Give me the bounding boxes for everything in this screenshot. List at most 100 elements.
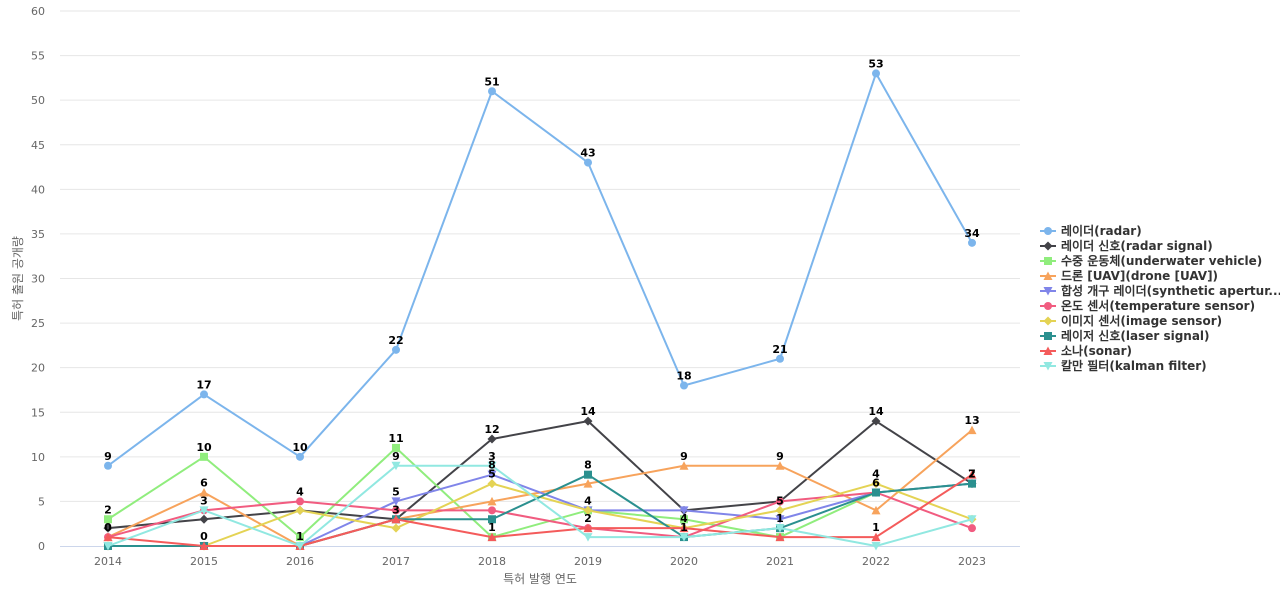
data-point[interactable]	[296, 533, 304, 542]
y-tick-label: 40	[31, 183, 45, 196]
data-point[interactable]	[967, 515, 977, 524]
data-point[interactable]	[968, 524, 976, 533]
legend-marker[interactable]	[1043, 287, 1053, 296]
data-point[interactable]	[872, 69, 880, 78]
data-point[interactable]	[776, 497, 784, 506]
data-point[interactable]	[391, 523, 401, 533]
data-point[interactable]	[775, 505, 785, 515]
data-point[interactable]	[872, 488, 880, 497]
data-label: 0	[200, 530, 208, 543]
legend-item[interactable]: 이미지 센서(image sensor)	[1040, 313, 1222, 328]
data-point[interactable]	[775, 524, 785, 533]
data-point[interactable]	[775, 515, 785, 524]
legend-item[interactable]: 합성 개구 레이더(synthetic apertur...	[1040, 283, 1280, 298]
legend-item[interactable]: 소나(sonar)	[1040, 343, 1132, 358]
legend-marker[interactable]	[1043, 346, 1053, 356]
data-point[interactable]	[488, 506, 496, 515]
data-point[interactable]	[392, 345, 400, 354]
data-point[interactable]	[871, 532, 881, 542]
data-point[interactable]	[103, 542, 113, 551]
data-point[interactable]	[392, 443, 400, 452]
data-point[interactable]	[680, 515, 688, 524]
data-point[interactable]	[296, 497, 304, 506]
data-point[interactable]	[583, 416, 593, 426]
data-label: 1	[680, 521, 688, 534]
legend-label: 레이더(radar)	[1061, 223, 1142, 238]
data-point[interactable]	[391, 497, 401, 506]
legend[interactable]: 레이더(radar)레이더 신호(radar signal)수중 운동체(und…	[1040, 223, 1280, 373]
data-point[interactable]	[488, 515, 496, 524]
data-point[interactable]	[199, 541, 209, 551]
data-point[interactable]	[104, 515, 112, 524]
data-point[interactable]	[679, 461, 689, 470]
data-point[interactable]	[967, 425, 977, 435]
y-tick-label: 60	[31, 5, 45, 18]
data-point[interactable]	[680, 381, 688, 390]
data-point[interactable]	[392, 506, 400, 515]
data-point[interactable]	[487, 532, 497, 542]
data-point[interactable]	[103, 532, 113, 542]
data-point[interactable]	[487, 470, 497, 480]
data-point[interactable]	[103, 523, 113, 533]
legend-label: 레이저 신호(laser signal)	[1061, 328, 1210, 343]
data-point[interactable]	[200, 452, 208, 461]
legend-marker[interactable]	[1043, 241, 1053, 251]
data-point[interactable]	[679, 506, 689, 515]
legend-item[interactable]: 칼만 필터(kalman filter)	[1040, 358, 1207, 373]
data-point[interactable]	[775, 461, 785, 470]
data-point[interactable]	[487, 461, 497, 471]
data-label: 17	[196, 378, 211, 391]
data-point[interactable]	[199, 506, 209, 515]
data-point[interactable]	[104, 461, 112, 470]
data-point[interactable]	[967, 470, 977, 479]
y-axis-title: 특허 출원 공개량	[11, 236, 25, 321]
data-point[interactable]	[584, 158, 592, 167]
legend-marker[interactable]	[1044, 257, 1052, 265]
data-point[interactable]	[487, 479, 497, 489]
legend-marker[interactable]	[1043, 362, 1053, 371]
data-point[interactable]	[968, 238, 976, 247]
legend-marker[interactable]	[1044, 302, 1052, 310]
legend-marker[interactable]	[1043, 316, 1053, 326]
data-point[interactable]	[487, 496, 497, 506]
data-label: 9	[104, 450, 112, 463]
data-point[interactable]	[871, 542, 881, 551]
legend-item[interactable]: 레이더 신호(radar signal)	[1040, 238, 1213, 253]
data-point[interactable]	[487, 434, 497, 444]
data-point[interactable]	[200, 390, 208, 399]
data-point[interactable]	[583, 479, 593, 488]
data-point[interactable]	[488, 87, 496, 96]
data-point[interactable]	[583, 505, 593, 515]
data-point[interactable]	[295, 542, 305, 551]
data-label: 43	[580, 147, 595, 160]
data-point[interactable]	[871, 479, 881, 489]
data-point[interactable]	[295, 505, 305, 515]
data-point[interactable]	[679, 533, 689, 542]
legend-item[interactable]: 드론 [UAV](drone [UAV])	[1040, 268, 1218, 283]
data-point[interactable]	[968, 479, 976, 488]
data-point[interactable]	[871, 416, 881, 426]
legend-item[interactable]: 레이더(radar)	[1040, 223, 1142, 238]
data-point[interactable]	[775, 532, 785, 542]
data-label: 22	[388, 334, 403, 347]
data-point[interactable]	[583, 533, 593, 542]
y-tick-label: 5	[38, 495, 45, 508]
data-point[interactable]	[199, 488, 209, 497]
legend-item[interactable]: 레이저 신호(laser signal)	[1040, 328, 1210, 343]
data-point[interactable]	[391, 514, 401, 524]
legend-item[interactable]: 온도 센서(temperature sensor)	[1040, 298, 1255, 313]
data-point[interactable]	[583, 523, 593, 533]
data-point[interactable]	[871, 505, 881, 515]
data-point[interactable]	[199, 514, 209, 524]
legend-item[interactable]: 수중 운동체(underwater vehicle)	[1040, 253, 1262, 268]
legend-marker[interactable]	[1044, 227, 1052, 235]
data-point[interactable]	[776, 354, 784, 363]
legend-marker[interactable]	[1044, 332, 1052, 340]
legend-marker[interactable]	[1043, 271, 1053, 281]
data-label: 34	[964, 227, 980, 240]
data-label: 5	[488, 468, 496, 481]
data-point[interactable]	[679, 523, 689, 533]
data-point[interactable]	[391, 461, 401, 471]
data-point[interactable]	[584, 470, 592, 479]
data-point[interactable]	[296, 452, 304, 461]
